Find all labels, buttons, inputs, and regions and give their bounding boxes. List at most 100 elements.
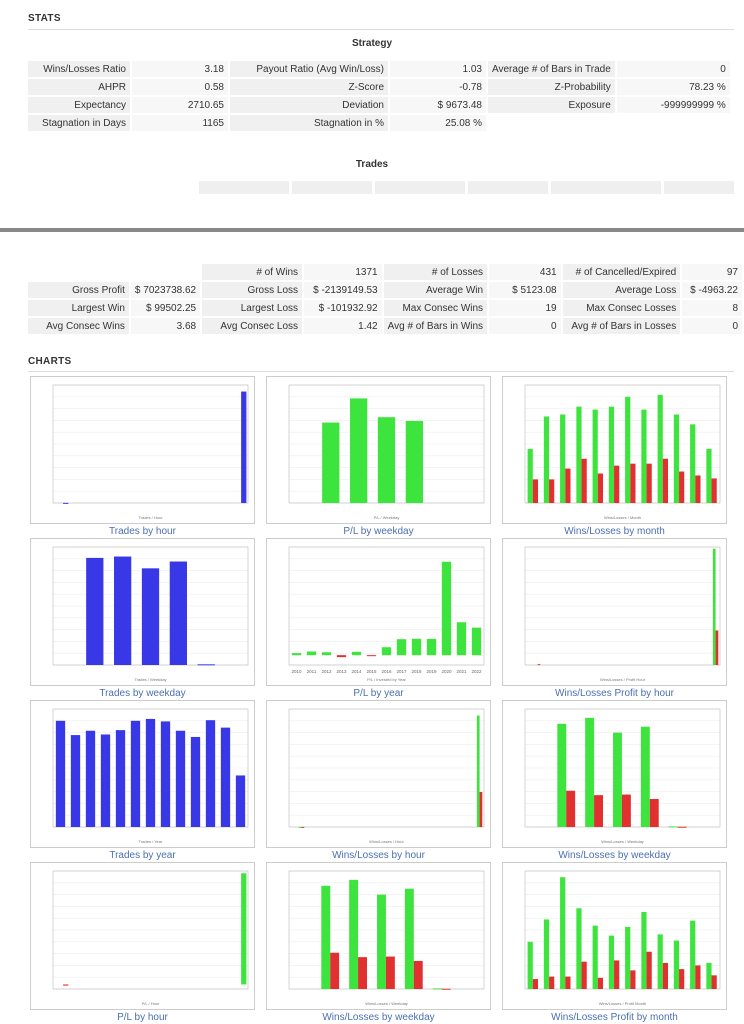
x-tick-label: 2019 xyxy=(426,669,437,674)
trades-by-hour-chart: Trades / Hour xyxy=(30,376,255,524)
pl-by-weekday-chart: P/L / Weekday xyxy=(266,376,491,524)
stat-value xyxy=(131,264,200,280)
chart-bar xyxy=(479,792,483,827)
stat-value xyxy=(617,115,730,131)
x-tick-label: 2012 xyxy=(321,669,332,674)
chart-bar xyxy=(549,479,555,503)
stat-label: Z-Score xyxy=(230,79,388,95)
chart-bar xyxy=(662,962,668,989)
chart-bar xyxy=(537,664,541,666)
stat-value: 1.03 xyxy=(390,61,486,77)
x-tick-label: 2011 xyxy=(307,669,317,674)
stat-value: $ -101932.92 xyxy=(304,300,382,316)
trades-by-hour-title[interactable]: Trades by hour xyxy=(109,526,176,537)
chart-bar xyxy=(220,727,231,827)
chart-bar xyxy=(411,638,422,656)
chart-bar xyxy=(673,414,680,503)
chart-bar xyxy=(608,406,615,503)
pl-by-hour-title[interactable]: P/L by hour xyxy=(117,1012,168,1023)
stat-label: Wins/Losses Ratio xyxy=(28,61,130,77)
stat-value: 25.08 % xyxy=(390,115,486,131)
x-axis-label: Wins/Losses / Hour xyxy=(369,839,404,844)
chart-bar xyxy=(549,976,555,989)
chart-bar xyxy=(646,463,652,503)
trades-header-cell xyxy=(375,181,465,194)
chart-bar xyxy=(63,502,69,504)
trades-by-weekday-svg: Trades / Weekday xyxy=(52,546,249,682)
stat-label: Largest Win xyxy=(28,300,129,316)
chart-bar xyxy=(715,630,719,665)
chart-bar xyxy=(706,962,712,989)
x-axis-label: Wins/Losses / Weekday xyxy=(365,1001,408,1006)
section-separator xyxy=(0,228,744,232)
wins-losses-by-month-title[interactable]: Wins/Losses by month xyxy=(564,526,665,537)
chart-bar xyxy=(695,475,701,503)
trades-stats-table: # of Wins 1371 # of Losses 431 # of Cancelle… xyxy=(26,262,744,336)
stat-value: 0 xyxy=(616,61,730,77)
chart-bar xyxy=(405,420,423,503)
chart-bar xyxy=(456,622,467,656)
x-axis-label: P/L / Hour xyxy=(142,1001,161,1006)
x-axis-label: Wins/Losses / Profit Hour xyxy=(600,677,646,682)
stat-label: Average Loss xyxy=(562,282,681,298)
pl-by-weekday-svg: P/L / Weekday xyxy=(288,384,485,520)
chart-bar xyxy=(413,960,423,989)
trades-by-weekday-title[interactable]: Trades by weekday xyxy=(99,688,186,699)
stat-label: Avg # of Bars in Wins xyxy=(383,318,488,334)
chart-bar xyxy=(625,926,631,989)
pl-by-year-title[interactable]: P/L by year xyxy=(353,688,404,699)
stat-value: 0 xyxy=(489,318,561,334)
chart-bar xyxy=(690,424,696,503)
stat-label: Avg Consec Loss xyxy=(202,318,303,334)
stat-label: # of Wins xyxy=(202,264,303,280)
chart-bar xyxy=(241,873,247,985)
chart-bar xyxy=(321,885,331,989)
chart-bar xyxy=(404,888,414,989)
chart-bar xyxy=(527,448,533,503)
chart-bar xyxy=(63,984,69,986)
trades-by-weekday-chart: Trades / Weekday xyxy=(30,538,255,686)
stat-value: $ 99502.25 xyxy=(130,300,201,316)
chart-bar xyxy=(235,775,246,827)
pl-by-weekday-title[interactable]: P/L by weekday xyxy=(343,526,414,537)
chart-bar xyxy=(565,976,571,989)
x-axis-label: P/L / Invested by Year xyxy=(367,677,406,682)
chart-bar xyxy=(55,720,66,827)
x-tick-label: 2010 xyxy=(291,669,302,674)
wl-profit-by-hour-title[interactable]: Wins/Losses Profit by hour xyxy=(555,688,674,699)
strategy-caption: Strategy xyxy=(351,38,392,49)
chart-bar xyxy=(677,826,687,828)
x-tick-label: 2013 xyxy=(336,669,347,674)
wl-profit-by-month-title[interactable]: Wins/Losses Profit by month xyxy=(551,1012,678,1023)
chart-bar xyxy=(594,795,603,827)
chart-bar xyxy=(175,730,186,827)
wl-profit-by-month-chart: Wins/Losses / Profit Month xyxy=(502,862,727,1010)
wins-losses-by-weekday-2-svg: Wins/Losses / Weekday xyxy=(288,870,485,1006)
chart-bar xyxy=(291,653,302,656)
stats-row: Gross Profit $ 7023738.62 Gross Loss $ -213… xyxy=(28,282,742,298)
chart-bar xyxy=(70,735,81,827)
chart-bar xyxy=(630,970,636,989)
wins-losses-by-weekday-title[interactable]: Wins/Losses by weekday xyxy=(558,850,671,861)
wl-profit-by-month-svg: Wins/Losses / Profit Month xyxy=(524,870,721,1006)
chart-bar xyxy=(640,726,650,827)
chart-bar xyxy=(441,988,451,990)
chart-bar xyxy=(336,655,347,658)
x-axis-label: Trades / Weekday xyxy=(134,677,166,682)
stat-label: # of Cancelled/Expired xyxy=(562,264,681,280)
trades-by-year-title[interactable]: Trades by year xyxy=(109,850,176,861)
chart-bar xyxy=(471,627,482,656)
x-tick-label: 2017 xyxy=(396,669,407,674)
wins-losses-by-weekday-2-title[interactable]: Wins/Losses by weekday xyxy=(322,1012,435,1023)
wl-profit-by-hour-svg: Wins/Losses / Profit Hour xyxy=(524,546,721,682)
chart-bar xyxy=(145,718,156,827)
chart-bar xyxy=(532,479,538,503)
stat-value: -0.78 xyxy=(390,79,486,95)
chart-bar xyxy=(673,940,680,989)
wins-losses-by-hour-title[interactable]: Wins/Losses by hour xyxy=(332,850,425,861)
stat-label: Gross Profit xyxy=(28,282,129,298)
chart-bar xyxy=(668,826,678,828)
chart-bar xyxy=(614,465,620,503)
chart-bar xyxy=(114,556,132,665)
stat-value: $ -4963.22 xyxy=(682,282,742,298)
